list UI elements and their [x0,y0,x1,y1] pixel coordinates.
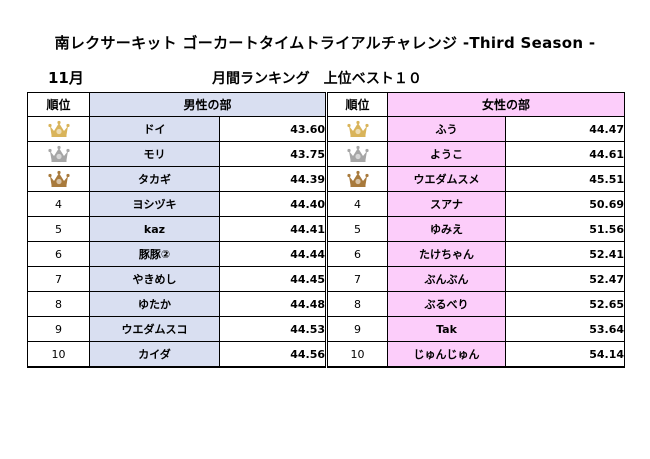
driver-name-cell: カイダ [89,341,220,368]
lap-time-cell: 44.53 [219,316,326,342]
table-header-row: 順位 女性の部 [327,92,625,117]
driver-name-cell: ふう [387,116,506,142]
table-row: モリ 43.75 [27,141,326,167]
silver-crown-icon [27,141,90,167]
lap-time-cell: 52.65 [505,291,625,317]
men-ranking-table: 順位 男性の部 ドイ 43.60 モリ 43.75 タカギ 44.39 4 ヨシヅキ 44.40… [27,92,326,368]
table-row: ドイ 43.60 [27,116,326,142]
men-category-header: 男性の部 [89,92,326,117]
rank-cell: 9 [27,316,90,342]
driver-name-cell: ドイ [89,116,220,142]
women-ranking-table: 順位 女性の部 ふう 44.47 ようこ 44.61 ウエダムスメ 45.51 4 スアナ 50… [327,92,625,368]
rank-cell: 7 [327,266,388,292]
lap-time-cell: 52.47 [505,266,625,292]
rank-header: 順位 [327,92,388,117]
lap-time-cell: 44.47 [505,116,625,142]
rank-cell: 8 [327,291,388,317]
driver-name-cell: タカギ [89,166,220,192]
lap-time-cell: 50.69 [505,191,625,217]
driver-name-cell: ぶるべり [387,291,506,317]
table-row: 6 たけちゃん 52.41 [327,241,625,267]
table-row: 8 ぶるべり 52.65 [327,291,625,317]
driver-name-cell: ぶんぶん [387,266,506,292]
table-row: 9 ウエダムスコ 44.53 [27,316,326,342]
table-row: 5 ゆみえ 51.56 [327,216,625,242]
rank-cell: 5 [327,216,388,242]
table-row: 8 ゆたか 44.48 [27,291,326,317]
table-row: ようこ 44.61 [327,141,625,167]
driver-name-cell: ようこ [387,141,506,167]
lap-time-cell: 44.48 [219,291,326,317]
lap-time-cell: 53.64 [505,316,625,342]
lap-time-cell: 44.44 [219,241,326,267]
table-row: ウエダムスメ 45.51 [327,166,625,192]
driver-name-cell: じゅんじゅん [387,341,506,368]
driver-name-cell: ゆたか [89,291,220,317]
driver-name-cell: ウエダムスメ [387,166,506,192]
page-title: 南レクサーキット ゴーカートタイムトライアルチャレンジ -Third Seaso… [54,34,596,52]
rank-cell: 6 [327,241,388,267]
rank-cell: 6 [27,241,90,267]
gold-crown-icon [27,116,90,142]
lap-time-cell: 54.14 [505,341,625,368]
women-category-header: 女性の部 [387,92,625,117]
lap-time-cell: 43.60 [219,116,326,142]
rank-header: 順位 [27,92,90,117]
table-header-row: 順位 男性の部 [27,92,326,117]
table-row: 6 豚豚② 44.44 [27,241,326,267]
lap-time-cell: 44.56 [219,341,326,368]
rank-cell: 7 [27,266,90,292]
table-row: タカギ 44.39 [27,166,326,192]
silver-crown-icon [327,141,388,167]
rank-cell: 4 [327,191,388,217]
gold-crown-icon [327,116,388,142]
rank-cell: 8 [27,291,90,317]
lap-time-cell: 44.61 [505,141,625,167]
table-row: 7 ぶんぶん 52.47 [327,266,625,292]
driver-name-cell: kaz [89,216,220,242]
table-row: 10 じゅんじゅん 54.14 [327,341,625,368]
lap-time-cell: 52.41 [505,241,625,267]
table-row: ふう 44.47 [327,116,625,142]
bronze-crown-icon [27,166,90,192]
rank-cell: 4 [27,191,90,217]
lap-time-cell: 43.75 [219,141,326,167]
table-row: 4 スアナ 50.69 [327,191,625,217]
table-row: 9 Tak 53.64 [327,316,625,342]
driver-name-cell: モリ [89,141,220,167]
table-row: 10 カイダ 44.56 [27,341,326,368]
ranking-subtitle: 月間ランキング 上位ベスト１０ [212,71,422,87]
lap-time-cell: 44.45 [219,266,326,292]
table-row: 5 kaz 44.41 [27,216,326,242]
rank-cell: 5 [27,216,90,242]
driver-name-cell: たけちゃん [387,241,506,267]
lap-time-cell: 44.41 [219,216,326,242]
lap-time-cell: 44.40 [219,191,326,217]
lap-time-cell: 45.51 [505,166,625,192]
table-row: 4 ヨシヅキ 44.40 [27,191,326,217]
rank-cell: 10 [327,341,388,368]
driver-name-cell: ウエダムスコ [89,316,220,342]
driver-name-cell: やきめし [89,266,220,292]
table-row: 7 やきめし 44.45 [27,266,326,292]
driver-name-cell: ヨシヅキ [89,191,220,217]
rank-cell: 9 [327,316,388,342]
lap-time-cell: 51.56 [505,216,625,242]
month-label: 11月 [48,69,84,87]
driver-name-cell: 豚豚② [89,241,220,267]
bronze-crown-icon [327,166,388,192]
rank-cell: 10 [27,341,90,368]
driver-name-cell: Tak [387,316,506,342]
driver-name-cell: スアナ [387,191,506,217]
driver-name-cell: ゆみえ [387,216,506,242]
lap-time-cell: 44.39 [219,166,326,192]
